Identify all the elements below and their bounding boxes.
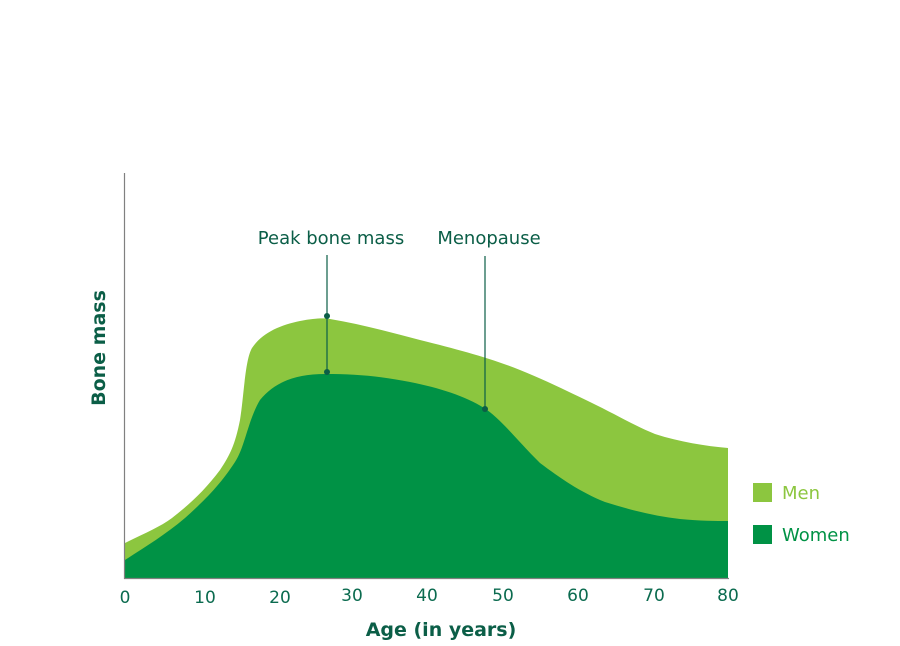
women-area xyxy=(125,374,728,578)
x-tick-20: 20 xyxy=(269,588,291,608)
x-tick-60: 60 xyxy=(567,586,589,606)
menopause-marker xyxy=(482,406,488,412)
x-axis-title: Age (in years) xyxy=(366,619,517,641)
legend: Men Women xyxy=(753,483,850,546)
legend-women-swatch xyxy=(753,525,772,544)
y-axis-title: Bone mass xyxy=(88,290,110,406)
legend-women-label: Women xyxy=(782,525,850,546)
x-tick-80: 80 xyxy=(717,586,739,606)
x-tick-labels: 0 10 20 30 40 50 60 70 80 xyxy=(120,586,739,608)
menopause-label: Menopause xyxy=(437,228,540,249)
peak-bone-mass-label: Peak bone mass xyxy=(258,228,404,249)
legend-men-label: Men xyxy=(782,483,820,504)
peak-women-marker xyxy=(324,369,330,375)
x-tick-30: 30 xyxy=(341,586,363,606)
x-tick-40: 40 xyxy=(416,586,438,606)
x-tick-0: 0 xyxy=(120,588,131,608)
peak-men-marker xyxy=(324,313,330,319)
x-tick-10: 10 xyxy=(194,588,216,608)
x-tick-70: 70 xyxy=(643,586,665,606)
legend-men-swatch xyxy=(753,483,772,502)
x-tick-50: 50 xyxy=(492,586,514,606)
